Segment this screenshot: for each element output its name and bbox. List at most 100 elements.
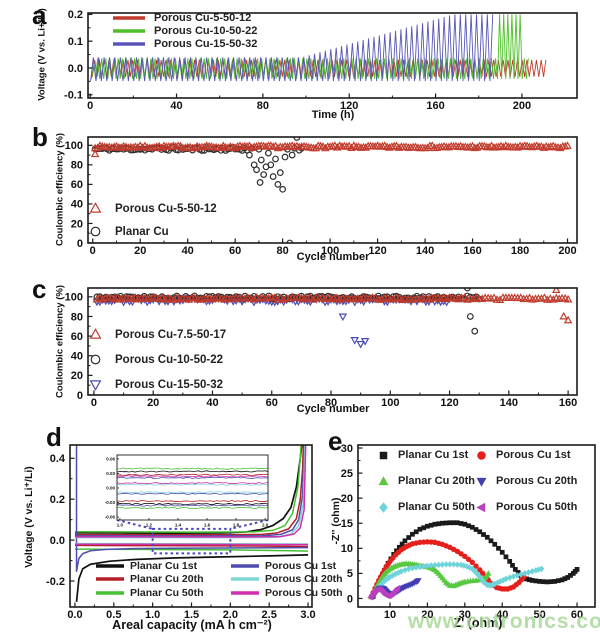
svg-text:2.0: 2.0: [262, 523, 269, 528]
legend-item: Porous Cu-15-50-32: [112, 37, 257, 50]
legend-label: Planar Cu 1st: [130, 559, 198, 572]
panel-a-label: a: [32, 0, 47, 30]
panel-d-label: d: [46, 422, 62, 452]
line-swatch-icon: [230, 562, 260, 570]
svg-text:5: 5: [347, 568, 353, 580]
panel-c-legend: Porous Cu-7.5-50-17 Porous Cu-10-50-22 P…: [88, 322, 226, 397]
panel-e-legend-col1: Planar Cu 1st Planar Cu 20th Planar Cu 5…: [376, 442, 475, 520]
triangle-marker-icon: [88, 327, 103, 342]
svg-text:80: 80: [71, 160, 83, 172]
panel-e-label: e: [328, 426, 343, 456]
panel-e-y-axis-title: -Z'' (ohm): [330, 497, 342, 545]
panel-c-chart: 0 20 40 60 80 100 120 140 160 0 20 40 60 80 100: [65, 287, 578, 409]
svg-text:-0.03: -0.03: [105, 500, 116, 505]
panel-a-x-axis-title: Time (h): [311, 109, 355, 121]
svg-text:80: 80: [71, 311, 83, 323]
svg-text:0: 0: [77, 238, 83, 250]
line-swatch-icon: [112, 27, 146, 35]
svg-text:1.0: 1.0: [145, 609, 160, 621]
svg-text:40: 40: [496, 609, 508, 621]
line-swatch-icon: [230, 589, 260, 597]
svg-text:80: 80: [277, 245, 289, 257]
panel-d-legend-col1: Planar Cu 1st Planar Cu 20th Planar Cu 5…: [95, 559, 204, 600]
legend-label: Porous Cu-7.5-50-17: [115, 328, 227, 341]
svg-text:100: 100: [321, 245, 339, 257]
legend-item: Porous Cu 1st: [230, 559, 343, 573]
line-swatch-icon: [95, 589, 125, 597]
legend-label: Porous Cu-15-50-32: [115, 378, 224, 391]
svg-text:0.5: 0.5: [106, 609, 121, 621]
panel-b-x-axis-title: Cycle number: [296, 251, 370, 263]
svg-text:60: 60: [571, 609, 583, 621]
panel-c-x-axis-title: Cycle number: [296, 403, 370, 415]
square-marker-icon: [376, 448, 391, 463]
svg-text:0.0: 0.0: [50, 535, 65, 547]
svg-text:-0.1: -0.1: [64, 90, 83, 102]
svg-text:15: 15: [341, 518, 353, 530]
svg-text:160: 160: [559, 397, 577, 409]
svg-text:60: 60: [71, 331, 83, 343]
legend-item: Porous Cu-10-50-22: [112, 24, 257, 37]
svg-text:20: 20: [71, 370, 83, 382]
circle-marker-icon: [88, 352, 103, 367]
svg-text:60: 60: [229, 245, 241, 257]
line-swatch-icon: [95, 562, 125, 570]
legend-label: Porous Cu-5-50-12: [154, 11, 252, 24]
svg-text:40: 40: [170, 100, 182, 112]
legend-item: Planar Cu 50th: [376, 494, 475, 520]
legend-label: Porous Cu 50th: [496, 501, 578, 513]
svg-text:0.1: 0.1: [68, 36, 83, 48]
panel-e-legend-col2: Porous Cu 1st Porous Cu 20th Porous Cu 5…: [474, 442, 577, 520]
legend-label: Porous Cu 50th: [265, 586, 343, 599]
line-swatch-icon: [230, 575, 260, 583]
legend-item: Planar Cu: [88, 220, 217, 243]
svg-text:140: 140: [416, 245, 434, 257]
legend-item: Porous Cu-5-50-12: [88, 197, 217, 220]
svg-text:120: 120: [340, 100, 358, 112]
legend-label: Planar Cu 20th: [398, 475, 476, 487]
legend-item: Planar Cu 20th: [95, 573, 204, 587]
legend-label: Porous Cu-5-50-12: [115, 202, 217, 215]
legend-label: Porous Cu 20th: [265, 573, 343, 586]
legend-label: Porous Cu-10-50-22: [115, 353, 224, 366]
legend-item: Porous Cu-5-50-12: [112, 11, 257, 24]
triangle-marker-icon: [376, 474, 391, 489]
panel-a-y-axis-title: Voltage (V vs. Li+/Li): [36, 8, 48, 101]
legend-item: Porous Cu-7.5-50-17: [88, 322, 226, 347]
panel-b-chart: 0 20 40 60 80 100 120 140 160 180 200 0 20 40 60 80 100: [65, 136, 578, 257]
svg-text:120: 120: [368, 245, 386, 257]
svg-text:1.2: 1.2: [146, 523, 153, 528]
svg-text:0.03: 0.03: [106, 471, 115, 476]
watermark: www.cntronics.com: [408, 610, 600, 633]
left-triangle-marker-icon: [474, 500, 489, 515]
legend-label: Porous Cu 1st: [265, 559, 337, 572]
svg-text:80: 80: [257, 100, 269, 112]
circle-marker-icon: [88, 224, 103, 239]
svg-text:20: 20: [341, 493, 353, 505]
legend-label: Planar Cu 50th: [398, 501, 476, 513]
svg-text:1.6: 1.6: [204, 523, 211, 528]
panel-b-label: b: [32, 122, 48, 152]
line-swatch-icon: [112, 40, 146, 48]
svg-text:1.0: 1.0: [117, 523, 124, 528]
legend-item: Porous Cu 20th: [474, 468, 577, 494]
svg-text:100: 100: [381, 397, 399, 409]
svg-text:10: 10: [341, 543, 353, 555]
svg-text:1.5: 1.5: [184, 609, 199, 621]
svg-text:0: 0: [90, 245, 96, 257]
svg-text:50: 50: [534, 609, 546, 621]
legend-item: Porous Cu 1st: [474, 442, 577, 468]
line-swatch-icon: [95, 575, 125, 583]
svg-text:160: 160: [426, 100, 444, 112]
svg-text:80: 80: [325, 397, 337, 409]
svg-text:0: 0: [347, 593, 353, 605]
legend-label: Porous Cu 1st: [496, 449, 571, 461]
panel-d-x-axis-title: Areal capacity (mA h cm⁻²): [112, 618, 272, 632]
diamond-marker-icon: [376, 500, 391, 515]
legend-item: Planar Cu 50th: [95, 586, 204, 600]
svg-text:-0.2: -0.2: [46, 576, 65, 588]
panel-c-label: c: [32, 274, 47, 304]
svg-text:40: 40: [182, 245, 194, 257]
legend-item: Planar Cu 1st: [95, 559, 204, 573]
